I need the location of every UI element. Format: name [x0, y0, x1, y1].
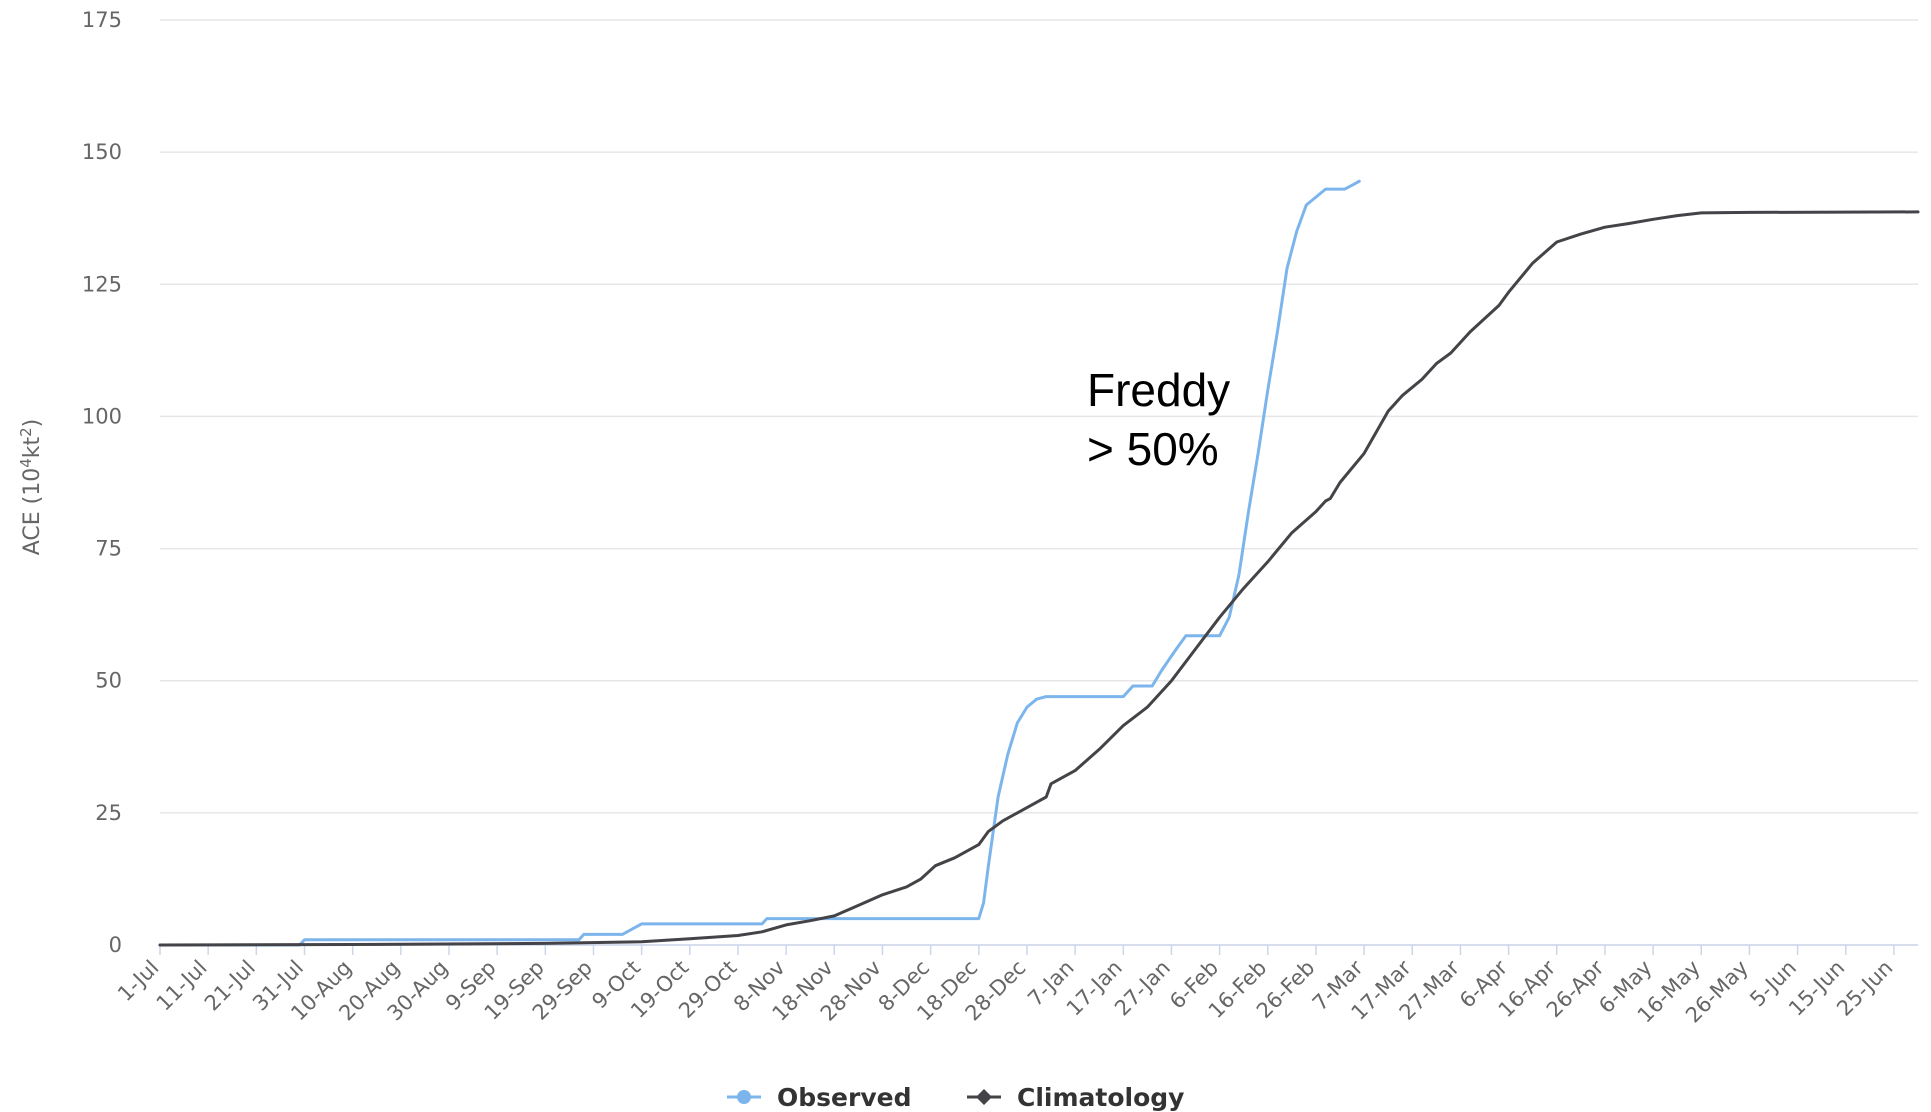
x-tick-label: 27-Jan	[1110, 956, 1175, 1021]
y-tick-label: 50	[95, 669, 122, 693]
series-line-observed	[158, 179, 1361, 947]
legend-climatology-marker	[976, 1089, 992, 1105]
annotation-line-1: Freddy	[1087, 364, 1230, 416]
y-tick-label: 175	[82, 8, 122, 32]
y-axis-label: ACE (104kt2)	[17, 419, 45, 556]
legend-observed-label: Observed	[777, 1083, 911, 1112]
freddy-annotation: Freddy > 50%	[1087, 364, 1230, 475]
y-tick-label: 0	[109, 933, 122, 957]
series-line-climatology	[158, 210, 1920, 947]
legend-climatology-label: Climatology	[1017, 1083, 1184, 1112]
y-tick-label: 125	[82, 272, 122, 296]
x-tick-label: 11-Jul	[152, 956, 212, 1016]
series-lines	[158, 179, 1920, 947]
grid-lines	[160, 19, 1918, 946]
legend-observed-marker	[737, 1090, 751, 1104]
legend-item-observed[interactable]: Observed	[727, 1083, 911, 1112]
legend-item-climatology[interactable]: Climatology	[967, 1083, 1184, 1112]
y-axis-ticks: 0 25 50 75 100 125 150 175	[82, 8, 122, 957]
y-tick-label: 75	[95, 537, 122, 561]
x-axis-ticks: 1-Jul11-Jul21-Jul31-Jul10-Aug20-Aug30-Au…	[113, 945, 1897, 1027]
x-tick-label: 21-Jul	[200, 956, 260, 1016]
y-tick-label: 150	[82, 140, 122, 164]
legend: Observed Climatology	[727, 1083, 1184, 1112]
y-tick-label: 25	[95, 801, 122, 825]
y-tick-label: 100	[82, 404, 122, 428]
annotation-line-2: > 50%	[1087, 423, 1219, 475]
